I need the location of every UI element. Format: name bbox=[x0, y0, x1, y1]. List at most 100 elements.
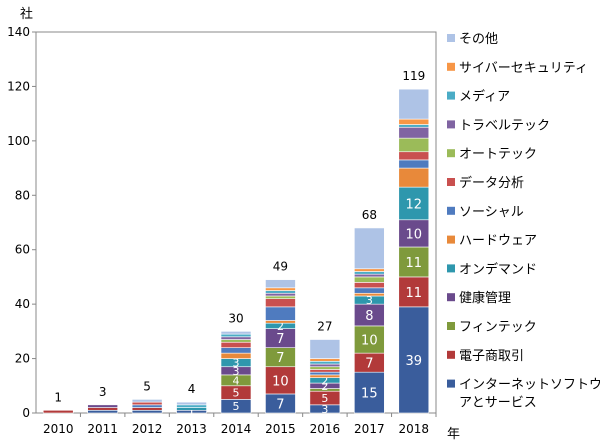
bar-segment bbox=[176, 407, 207, 411]
bar-segment bbox=[87, 409, 118, 414]
bars-group: 1 3 51455433307107724935222715710836839111… bbox=[42, 69, 430, 419]
legend-swatch bbox=[447, 206, 455, 215]
bar-segment bbox=[265, 306, 296, 321]
bar-segment bbox=[265, 287, 296, 291]
bar-total-label: 68 bbox=[362, 208, 377, 222]
bar-segment-label: 2 bbox=[277, 320, 284, 333]
x-tick-label: 2015 bbox=[265, 422, 296, 436]
bar-segment-label: 10 bbox=[272, 374, 289, 389]
bar-segment-label: 3 bbox=[233, 357, 240, 370]
bar-segment bbox=[398, 88, 430, 120]
bar-segment bbox=[398, 276, 430, 308]
legend-label: ソーシャル bbox=[459, 205, 524, 220]
legend-swatch bbox=[447, 235, 455, 244]
bar-segment bbox=[265, 292, 296, 297]
bar-segment bbox=[220, 339, 252, 343]
y-axis-unit-label: 社 bbox=[20, 6, 33, 22]
bar-segment bbox=[265, 279, 296, 289]
y-tick-label: 0 bbox=[22, 406, 30, 420]
bar-segment bbox=[309, 369, 341, 373]
bar-segment bbox=[354, 282, 385, 289]
legend-swatch bbox=[447, 293, 455, 302]
axes-group: 0 20 40 60 80 100 120 140 2010 2011 2012 2013 2014 20… bbox=[7, 25, 437, 436]
y-tick-label: 100 bbox=[7, 134, 30, 148]
bar-segment bbox=[131, 404, 163, 408]
bar-segment-label: 2 bbox=[321, 374, 328, 387]
bar-segment bbox=[398, 219, 430, 248]
legend-swatch bbox=[447, 149, 455, 158]
y-tick-label: 140 bbox=[7, 25, 30, 39]
y-tick-label: 20 bbox=[15, 352, 30, 366]
legend-swatch bbox=[447, 379, 455, 388]
x-tick-label: 2016 bbox=[310, 422, 341, 436]
bar-segment-label: 7 bbox=[365, 357, 373, 372]
bar-segment-label: 7 bbox=[276, 332, 284, 347]
bar-segment bbox=[265, 298, 296, 308]
legend-label: 健康管理 bbox=[459, 290, 511, 306]
bar-segment-label: 4 bbox=[233, 374, 240, 387]
bar-segment bbox=[398, 167, 430, 188]
legend-label: サイバーセキュリティ bbox=[459, 61, 588, 76]
bar-segment-label: 5 bbox=[233, 387, 240, 400]
x-tick-label: 2017 bbox=[354, 422, 385, 436]
bar-segment-label: 39 bbox=[406, 354, 423, 369]
bar-segment bbox=[220, 336, 252, 340]
legend-swatch bbox=[447, 322, 455, 330]
bar-segment bbox=[176, 404, 207, 408]
y-tick-label: 80 bbox=[15, 188, 30, 202]
bar-total-label: 3 bbox=[99, 385, 107, 399]
bar-segment bbox=[220, 347, 252, 354]
bar-segment bbox=[220, 341, 252, 348]
bar-segment-label: 2 bbox=[321, 380, 328, 393]
bar-segment bbox=[220, 333, 252, 338]
legend-label: その他 bbox=[459, 32, 498, 47]
bar-segment-label: 8 bbox=[365, 309, 373, 324]
bar-segment bbox=[398, 246, 430, 278]
bar-segment-label: 12 bbox=[406, 197, 423, 212]
legend-label: アとサービス bbox=[459, 396, 537, 411]
bar-segment-label: 10 bbox=[361, 334, 378, 349]
legend-label: メディア bbox=[459, 89, 510, 105]
bar-segment bbox=[398, 137, 430, 153]
bar-segment bbox=[309, 363, 341, 368]
bar-segment bbox=[87, 404, 118, 408]
legend-swatch bbox=[447, 350, 455, 359]
legend-label: インターネットソフトウェ bbox=[459, 378, 600, 393]
bar-segment-label: 15 bbox=[361, 387, 378, 402]
bar-segment bbox=[309, 371, 341, 376]
bar-segment bbox=[42, 409, 74, 414]
bar-segment bbox=[87, 407, 118, 411]
bar-segment-label: 5 bbox=[233, 400, 240, 413]
bar-segment-label: 7 bbox=[276, 351, 284, 366]
bar-segment bbox=[265, 290, 296, 294]
bar-segment bbox=[265, 320, 296, 324]
bar-segment bbox=[398, 151, 430, 161]
bar-segment bbox=[220, 331, 252, 335]
legend: その他サイバーセキュリティメディアトラベルテックオートテックデータ分析ソーシャル… bbox=[447, 32, 600, 411]
bar-segment bbox=[309, 360, 341, 365]
bar-segment bbox=[265, 366, 296, 395]
bar-segment bbox=[354, 268, 385, 272]
bar-segment bbox=[354, 325, 385, 354]
bar-total-label: 27 bbox=[317, 320, 332, 334]
bar-segment bbox=[309, 339, 341, 359]
bar-segment bbox=[398, 306, 430, 414]
bar-segment bbox=[354, 271, 385, 275]
x-tick-label: 2011 bbox=[87, 422, 118, 436]
bar-total-label: 30 bbox=[228, 311, 243, 325]
x-axis-unit-label: 年 bbox=[447, 427, 460, 442]
legend-label: オンデマンド bbox=[459, 261, 537, 277]
legend-label: ハードウェア bbox=[459, 234, 537, 249]
bar-total-label: 1 bbox=[54, 390, 62, 404]
bar-segment bbox=[265, 295, 296, 300]
bar-segment-label: 3 bbox=[366, 294, 373, 307]
bar-segment-label: 11 bbox=[406, 286, 423, 301]
bar-segment bbox=[220, 352, 252, 359]
y-tick-label: 120 bbox=[7, 79, 30, 93]
bar-segment-label: 3 bbox=[321, 403, 328, 416]
bar-segment bbox=[354, 273, 385, 278]
bar-segment bbox=[131, 401, 163, 406]
bar-segment bbox=[309, 366, 341, 370]
y-tick-label: 60 bbox=[15, 243, 30, 257]
